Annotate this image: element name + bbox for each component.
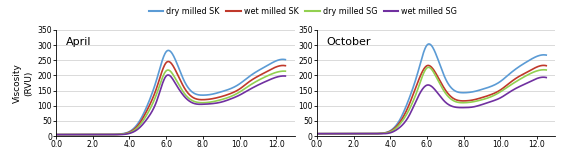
wet milled SG	[282, 75, 289, 77]
Line: dry milled SK: dry milled SK	[56, 50, 286, 135]
dry milled SK	[104, 134, 111, 136]
dry milled SG	[165, 69, 172, 71]
dry milled SK	[163, 50, 170, 52]
dry milled SG	[242, 88, 249, 90]
Line: wet milled SK: wet milled SK	[56, 61, 286, 135]
dry milled SG	[178, 87, 185, 89]
dry milled SK	[162, 52, 169, 54]
wet milled SK	[163, 61, 170, 63]
dry milled SG	[190, 100, 197, 102]
dry milled SK	[178, 73, 185, 75]
Line: dry milled SG: dry milled SG	[56, 70, 286, 135]
dry milled SG	[104, 134, 111, 136]
wet milled SK	[242, 84, 249, 86]
wet milled SK	[277, 65, 284, 67]
wet milled SK	[104, 134, 111, 136]
dry milled SG	[162, 71, 169, 73]
Legend: dry milled SK, wet milled SK, dry milled SG, wet milled SG: dry milled SK, wet milled SK, dry milled…	[145, 4, 461, 19]
wet milled SG	[53, 134, 59, 136]
dry milled SK	[242, 79, 249, 81]
wet milled SK	[165, 60, 172, 62]
wet milled SK	[190, 97, 197, 99]
dry milled SG	[282, 70, 289, 72]
dry milled SK	[282, 59, 289, 61]
Line: wet milled SG: wet milled SG	[56, 75, 286, 135]
dry milled SG	[53, 134, 59, 136]
Text: October: October	[327, 37, 371, 47]
dry milled SK	[277, 58, 284, 60]
wet milled SG	[242, 91, 249, 93]
dry milled SG	[163, 69, 170, 71]
dry milled SG	[277, 70, 284, 72]
dry milled SK	[53, 134, 59, 136]
wet milled SG	[163, 74, 170, 76]
wet milled SG	[277, 75, 284, 77]
Text: April: April	[66, 37, 91, 47]
dry milled SK	[165, 49, 172, 51]
Y-axis label: Viscosity
(RVU): Viscosity (RVU)	[13, 63, 33, 103]
dry milled SK	[190, 92, 197, 94]
wet milled SG	[162, 76, 169, 78]
wet milled SG	[190, 102, 197, 104]
wet milled SK	[282, 65, 289, 67]
wet milled SK	[178, 81, 185, 83]
wet milled SK	[162, 63, 169, 65]
wet milled SK	[53, 134, 59, 136]
wet milled SG	[165, 74, 172, 76]
wet milled SG	[178, 91, 185, 93]
wet milled SG	[113, 134, 120, 136]
